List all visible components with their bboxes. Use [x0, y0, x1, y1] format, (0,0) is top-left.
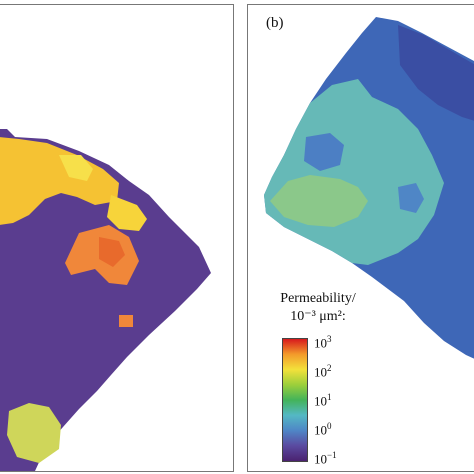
high-perm-zone-upper: [0, 137, 147, 231]
tick-1e2: 102: [314, 363, 332, 380]
legend-title-line2: 10⁻³ μm²:: [290, 309, 346, 324]
colorbar: [282, 338, 308, 462]
permeability-map-b: [264, 17, 474, 359]
legend-title: Permeability/ 10⁻³ μm²:: [258, 290, 378, 326]
permeability-map-a: [0, 129, 211, 471]
tick-1e3: 103: [314, 334, 332, 351]
permeability-legend: Permeability/ 10⁻³ μm²: 103 102 101 100 …: [258, 290, 378, 470]
panel-b-label: (b): [266, 15, 284, 31]
lower-patch: [7, 403, 61, 463]
map-panel-a: [0, 4, 234, 472]
tick-1e-1: 10−1: [314, 450, 337, 467]
orange-zone: [65, 225, 139, 327]
light-zone: [264, 79, 444, 265]
tick-1e0: 100: [314, 421, 332, 438]
legend-title-line1: Permeability/: [280, 291, 356, 306]
dark-zone: [398, 25, 474, 121]
tick-1e1: 101: [314, 392, 332, 409]
reservoir-grid-a: [0, 129, 211, 471]
